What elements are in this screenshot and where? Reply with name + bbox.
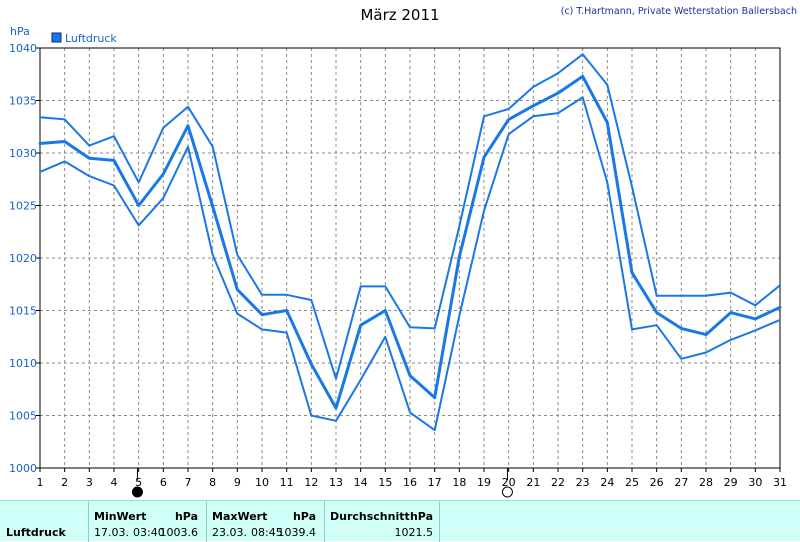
x-axis: 1 2 3 4 5 6 7 8 9 10 11 12 13 14 15 16 17 18 19 20 21 22 23 24 2… <box>37 468 787 489</box>
x-tick-label: 24 <box>600 476 614 489</box>
x-tick-label: 15 <box>378 476 392 489</box>
min-unit: hPa <box>174 510 198 523</box>
y-tick-label: 1000 <box>9 462 37 475</box>
y-tick-label: 1030 <box>9 147 37 160</box>
y-tick-label: 1010 <box>9 357 37 370</box>
credit-text: (c) T.Hartmann, Private Wetterstation Ba… <box>561 6 797 17</box>
legend-label: Luftdruck <box>65 32 117 45</box>
x-tick-label: 30 <box>748 476 762 489</box>
x-tick-label: 18 <box>452 476 466 489</box>
x-tick-label: 28 <box>699 476 713 489</box>
x-tick-label: 8 <box>209 476 216 489</box>
series-line-mean <box>38 74 782 410</box>
avg-unit: hPa <box>409 510 433 523</box>
min-time: 03:40 <box>133 526 165 539</box>
full-moon-icon <box>501 486 513 498</box>
max-value: 1039.4 <box>277 526 317 539</box>
y-tick-label: 1005 <box>9 410 37 423</box>
y-unit-label: hPa <box>10 25 30 38</box>
chart-title: März 2011 <box>360 6 439 24</box>
legend-swatch <box>51 32 62 43</box>
min-cell: MinWert hPa 17.03. 03:40 1003.6 <box>88 501 206 542</box>
x-tick-label: 16 <box>403 476 417 489</box>
x-tick-label: 7 <box>185 476 192 489</box>
x-tick-label: 23 <box>576 476 590 489</box>
max-unit: hPa <box>292 510 316 523</box>
y-tick-label: 1040 <box>9 42 37 55</box>
x-tick-label: 2 <box>61 476 68 489</box>
y-tick-label: 1020 <box>9 252 37 265</box>
y-tick-label: 1015 <box>9 305 37 318</box>
series-line-min <box>39 96 781 432</box>
grid <box>40 48 780 468</box>
x-tick-label: 25 <box>625 476 639 489</box>
avg-value: 1021.5 <box>394 526 434 539</box>
max-date: 23.03. <box>212 526 247 539</box>
x-tick-label: 11 <box>280 476 294 489</box>
x-tick-label: 21 <box>526 476 540 489</box>
stats-row-label: Luftdruck <box>6 526 66 539</box>
x-tick-label: 29 <box>724 476 738 489</box>
x-tick-label: 20 <box>502 476 516 489</box>
x-tick-label: 9 <box>234 476 241 489</box>
min-value: 1003.6 <box>159 526 199 539</box>
x-tick-label: 5 <box>135 476 142 489</box>
x-tick-label: 6 <box>160 476 167 489</box>
max-header: MaxWert <box>212 510 268 523</box>
series-group <box>38 53 782 432</box>
min-date: 17.03. <box>94 526 129 539</box>
x-tick-label: 12 <box>304 476 318 489</box>
x-tick-label: 3 <box>86 476 93 489</box>
stats-panel: Luftdruck MinWert hPa 17.03. 03:40 1003.… <box>0 500 800 542</box>
x-tick-label: 17 <box>428 476 442 489</box>
y-tick-label: 1035 <box>9 95 37 108</box>
x-tick-label: 13 <box>329 476 343 489</box>
x-tick-label: 10 <box>255 476 269 489</box>
max-time: 08:45 <box>251 526 283 539</box>
new-moon-icon <box>131 486 143 498</box>
x-tick-label: 22 <box>551 476 565 489</box>
x-tick-label: 1 <box>37 476 44 489</box>
series-line-max <box>39 53 781 380</box>
x-tick-label: 19 <box>477 476 491 489</box>
max-cell: MaxWert hPa 23.03. 08:45 1039.4 <box>206 501 324 542</box>
x-tick-label: 27 <box>674 476 688 489</box>
y-axis: 1000 1005 1010 1015 1020 1025 1030 1035 1040 <box>9 42 40 475</box>
y-tick-label: 1025 <box>9 200 37 213</box>
pressure-chart: März 2011 (c) T.Hartmann, Private Wetter… <box>9 6 797 498</box>
legend: Luftdruck <box>51 32 117 45</box>
x-tick-label: 14 <box>354 476 368 489</box>
x-tick-label: 4 <box>111 476 118 489</box>
avg-cell: Durchschnitt hPa 1021.5 <box>324 501 440 542</box>
moon-markers <box>131 468 513 498</box>
avg-header: Durchschnitt <box>330 510 410 523</box>
min-header: MinWert <box>94 510 147 523</box>
x-tick-label: 26 <box>650 476 664 489</box>
x-tick-label: 31 <box>773 476 787 489</box>
